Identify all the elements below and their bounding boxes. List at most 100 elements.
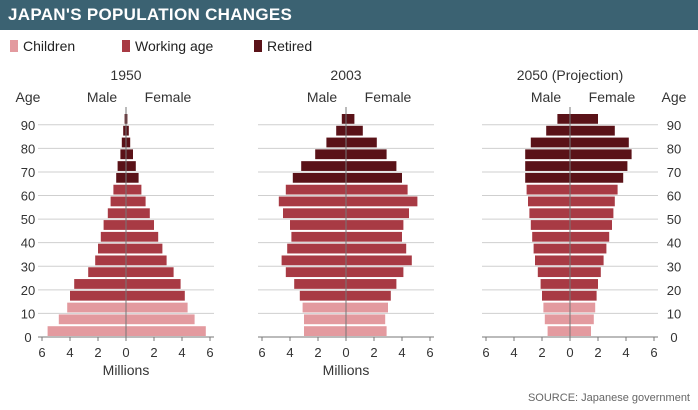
bar-2050-female-60 [570, 184, 618, 195]
bar-2050-female-5 [570, 314, 594, 325]
bar-2003-female-50 [346, 208, 409, 219]
age-tick-left-60: 60 [21, 189, 35, 204]
bar-2050-female-85 [570, 125, 615, 136]
legend-swatch-children [10, 40, 18, 52]
bar-2003-female-90 [346, 114, 355, 124]
male-label-2050: Male [531, 89, 562, 105]
x-tick-label-2050-4: 2 [594, 345, 601, 360]
bar-2050-female-15 [570, 290, 597, 301]
age-tick-left-70: 70 [21, 165, 35, 180]
bar-1950-male-15 [70, 290, 126, 301]
age-tick-right-60: 60 [667, 189, 681, 204]
x-tick-label-2003-3: 0 [342, 345, 349, 360]
bar-2003-female-85 [346, 125, 363, 136]
bar-1950-male-35 [98, 243, 126, 254]
bar-2050-male-30 [535, 255, 570, 266]
bar-1950-female-0 [126, 326, 206, 336]
age-tick-left-10: 10 [21, 306, 35, 321]
bar-2050-female-55 [570, 196, 615, 207]
x-tick-label-2050-1: 4 [510, 345, 517, 360]
x-tick-label-2003-1: 4 [286, 345, 293, 360]
bar-2003-female-60 [346, 184, 408, 195]
bar-2050-male-50 [529, 208, 570, 219]
bar-2003-female-10 [346, 302, 388, 313]
bar-2050-male-20 [540, 279, 570, 289]
male-label-2003: Male [307, 89, 338, 105]
bar-1950-male-65 [116, 172, 126, 183]
x-tick-label-1950-1: 4 [66, 345, 73, 360]
legend-item-working-age: Working age [122, 38, 213, 54]
pyramid-title-2050: 2050 (Projection) [517, 67, 624, 83]
bar-2003-male-80 [326, 137, 346, 148]
bar-2003-male-75 [315, 149, 346, 160]
bar-2003-male-70 [301, 161, 346, 171]
x-tick-label-1950-6: 6 [206, 345, 213, 360]
bar-1950-female-55 [126, 196, 146, 207]
bar-2050-female-70 [570, 161, 628, 171]
bar-2003-male-50 [283, 208, 346, 219]
bar-1950-male-20 [74, 279, 126, 289]
bar-2050-female-35 [570, 243, 607, 254]
legend-label-working-age: Working age [135, 38, 214, 54]
age-tick-left-30: 30 [21, 259, 35, 274]
bar-2050-female-90 [570, 114, 598, 124]
bar-2050-male-90 [557, 114, 570, 124]
age-tick-left-0: 0 [24, 330, 31, 345]
bar-2050-male-80 [530, 137, 570, 148]
bar-2003-male-30 [281, 255, 346, 266]
bar-2003-male-25 [285, 267, 346, 278]
legend-item-children: Children [10, 38, 75, 54]
bar-1950-female-15 [126, 290, 185, 301]
age-tick-left-90: 90 [21, 118, 35, 133]
bar-2003-female-75 [346, 149, 387, 160]
female-label-1950: Female [145, 89, 192, 105]
x-tick-label-2050-3: 0 [566, 345, 573, 360]
legend-item-retired: Retired [254, 38, 312, 54]
bar-2003-female-80 [346, 137, 377, 148]
bar-1950-female-5 [126, 314, 195, 325]
bar-1950-female-10 [126, 302, 188, 313]
pyramid-title-1950: 1950 [110, 67, 141, 83]
bar-2050-male-45 [530, 220, 570, 230]
bar-2050-male-55 [528, 196, 570, 207]
bar-2003-female-25 [346, 267, 404, 278]
bar-1950-female-70 [126, 161, 136, 171]
pyramid-title-2003: 2003 [330, 67, 361, 83]
legend-swatch-retired [254, 40, 262, 52]
bar-2050-female-80 [570, 137, 629, 148]
bar-2050-male-70 [525, 161, 570, 171]
x-tick-label-2003-6: 6 [426, 345, 433, 360]
bar-2003-male-65 [292, 172, 346, 183]
age-tick-right-40: 40 [667, 236, 681, 251]
bar-2050-male-0 [547, 326, 570, 336]
bar-2050-female-25 [570, 267, 601, 278]
bar-1950-male-60 [113, 184, 126, 195]
age-tick-right-70: 70 [667, 165, 681, 180]
age-tick-left-40: 40 [21, 236, 35, 251]
bar-2050-female-45 [570, 220, 612, 230]
age-tick-left-80: 80 [21, 141, 35, 156]
x-tick-label-1950-2: 2 [94, 345, 101, 360]
x-tick-label-2050-5: 4 [622, 345, 629, 360]
male-label-1950: Male [87, 89, 118, 105]
bar-1950-female-80 [126, 137, 131, 148]
bar-2003-male-85 [336, 125, 346, 136]
x-tick-label-2003-5: 4 [398, 345, 405, 360]
age-axis-title-right: Age [662, 89, 687, 105]
bar-1950-male-40 [100, 231, 126, 242]
chart-title: JAPAN'S POPULATION CHANGES [8, 5, 293, 24]
bar-2003-female-35 [346, 243, 407, 254]
age-tick-right-50: 50 [667, 212, 681, 227]
bar-1950-male-45 [103, 220, 126, 230]
bar-2003-female-65 [346, 172, 402, 183]
bar-2003-male-5 [304, 314, 346, 325]
bar-2003-female-20 [346, 279, 397, 289]
title-bar: JAPAN'S POPULATION CHANGES [0, 0, 698, 30]
bar-2003-male-35 [287, 243, 346, 254]
bar-2003-male-15 [299, 290, 346, 301]
legend-swatch-working-age [122, 40, 130, 52]
x-tick-label-2050-2: 2 [538, 345, 545, 360]
age-tick-right-0: 0 [670, 330, 677, 345]
bar-1950-female-65 [126, 172, 139, 183]
bar-2050-male-40 [532, 231, 570, 242]
